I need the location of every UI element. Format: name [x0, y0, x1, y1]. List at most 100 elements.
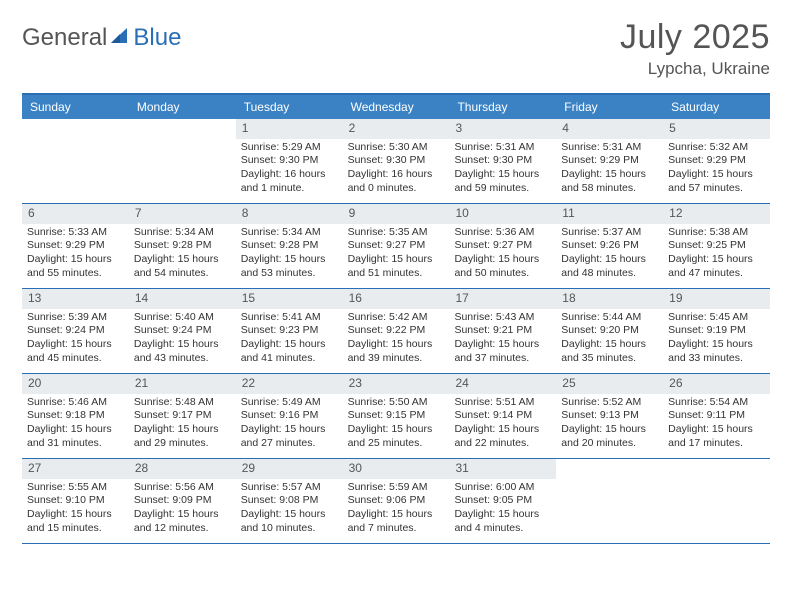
day-number: 23 [343, 374, 450, 394]
sunrise-line: Sunrise: 5:46 AM [27, 396, 124, 410]
day-body: Sunrise: 5:46 AMSunset: 9:18 PMDaylight:… [22, 394, 129, 455]
calendar-cell: 10Sunrise: 5:36 AMSunset: 9:27 PMDayligh… [449, 204, 556, 288]
calendar-cell: 16Sunrise: 5:42 AMSunset: 9:22 PMDayligh… [343, 289, 450, 373]
sunset-line: Sunset: 9:24 PM [134, 324, 231, 338]
calendar-cell: 15Sunrise: 5:41 AMSunset: 9:23 PMDayligh… [236, 289, 343, 373]
daylight-line: Daylight: 15 hours and 37 minutes. [454, 338, 551, 365]
month-title: July 2025 [620, 18, 770, 57]
calendar-cell: 25Sunrise: 5:52 AMSunset: 9:13 PMDayligh… [556, 374, 663, 458]
week-row: 13Sunrise: 5:39 AMSunset: 9:24 PMDayligh… [22, 289, 770, 374]
day-body: Sunrise: 5:45 AMSunset: 9:19 PMDaylight:… [663, 309, 770, 370]
sunset-line: Sunset: 9:28 PM [134, 239, 231, 253]
sunset-line: Sunset: 9:22 PM [348, 324, 445, 338]
week-row: ..1Sunrise: 5:29 AMSunset: 9:30 PMDaylig… [22, 119, 770, 204]
daylight-line: Daylight: 15 hours and 43 minutes. [134, 338, 231, 365]
calendar-cell: 14Sunrise: 5:40 AMSunset: 9:24 PMDayligh… [129, 289, 236, 373]
sunrise-line: Sunrise: 5:33 AM [27, 226, 124, 240]
calendar-cell: 24Sunrise: 5:51 AMSunset: 9:14 PMDayligh… [449, 374, 556, 458]
calendar: SundayMondayTuesdayWednesdayThursdayFrid… [22, 93, 770, 544]
daylight-line: Daylight: 15 hours and 17 minutes. [668, 423, 765, 450]
day-number: 8 [236, 204, 343, 224]
day-number: 7 [129, 204, 236, 224]
logo: General Blue [22, 18, 181, 52]
day-number: 19 [663, 289, 770, 309]
sunset-line: Sunset: 9:08 PM [241, 494, 338, 508]
day-body: Sunrise: 5:59 AMSunset: 9:06 PMDaylight:… [343, 479, 450, 540]
day-body: Sunrise: 5:31 AMSunset: 9:29 PMDaylight:… [556, 139, 663, 200]
day-body: Sunrise: 5:50 AMSunset: 9:15 PMDaylight:… [343, 394, 450, 455]
day-number: 13 [22, 289, 129, 309]
sunrise-line: Sunrise: 5:36 AM [454, 226, 551, 240]
calendar-cell: 4Sunrise: 5:31 AMSunset: 9:29 PMDaylight… [556, 119, 663, 203]
sunrise-line: Sunrise: 5:51 AM [454, 396, 551, 410]
calendar-cell: 31Sunrise: 6:00 AMSunset: 9:05 PMDayligh… [449, 459, 556, 543]
day-number: 15 [236, 289, 343, 309]
sunset-line: Sunset: 9:28 PM [241, 239, 338, 253]
weeks-container: ..1Sunrise: 5:29 AMSunset: 9:30 PMDaylig… [22, 119, 770, 544]
sunset-line: Sunset: 9:06 PM [348, 494, 445, 508]
title-block: July 2025 Lypcha, Ukraine [620, 18, 770, 79]
daylight-line: Daylight: 15 hours and 53 minutes. [241, 253, 338, 280]
day-number: 31 [449, 459, 556, 479]
day-number: 29 [236, 459, 343, 479]
day-number: 24 [449, 374, 556, 394]
day-body: Sunrise: 6:00 AMSunset: 9:05 PMDaylight:… [449, 479, 556, 540]
calendar-cell-empty: . [129, 119, 236, 203]
sunset-line: Sunset: 9:14 PM [454, 409, 551, 423]
day-header-thursday: Thursday [449, 95, 556, 119]
daylight-line: Daylight: 15 hours and 41 minutes. [241, 338, 338, 365]
sunset-line: Sunset: 9:15 PM [348, 409, 445, 423]
day-header-wednesday: Wednesday [343, 95, 450, 119]
daylight-line: Daylight: 15 hours and 58 minutes. [561, 168, 658, 195]
day-header-sunday: Sunday [22, 95, 129, 119]
calendar-cell: 5Sunrise: 5:32 AMSunset: 9:29 PMDaylight… [663, 119, 770, 203]
sunrise-line: Sunrise: 5:43 AM [454, 311, 551, 325]
page-header: General Blue July 2025 Lypcha, Ukraine [22, 18, 770, 79]
sunrise-line: Sunrise: 5:35 AM [348, 226, 445, 240]
sunset-line: Sunset: 9:27 PM [454, 239, 551, 253]
logo-sail-icon [109, 25, 131, 52]
sunrise-line: Sunrise: 5:39 AM [27, 311, 124, 325]
sunset-line: Sunset: 9:09 PM [134, 494, 231, 508]
daylight-line: Daylight: 15 hours and 48 minutes. [561, 253, 658, 280]
sunset-line: Sunset: 9:25 PM [668, 239, 765, 253]
sunrise-line: Sunrise: 5:54 AM [668, 396, 765, 410]
day-number: 5 [663, 119, 770, 139]
sunset-line: Sunset: 9:24 PM [27, 324, 124, 338]
day-number: 3 [449, 119, 556, 139]
sunrise-line: Sunrise: 5:34 AM [134, 226, 231, 240]
day-number: 16 [343, 289, 450, 309]
daylight-line: Daylight: 16 hours and 0 minutes. [348, 168, 445, 195]
daylight-line: Daylight: 15 hours and 35 minutes. [561, 338, 658, 365]
day-number: 10 [449, 204, 556, 224]
sunset-line: Sunset: 9:19 PM [668, 324, 765, 338]
sunset-line: Sunset: 9:30 PM [454, 154, 551, 168]
sunset-line: Sunset: 9:21 PM [454, 324, 551, 338]
day-body: Sunrise: 5:51 AMSunset: 9:14 PMDaylight:… [449, 394, 556, 455]
logo-text-blue: Blue [133, 24, 181, 52]
calendar-cell: 19Sunrise: 5:45 AMSunset: 9:19 PMDayligh… [663, 289, 770, 373]
day-header-row: SundayMondayTuesdayWednesdayThursdayFrid… [22, 95, 770, 119]
calendar-cell: 13 Sunrise: 5:39 AMSunset: 9:24 PMDayligh… [22, 289, 129, 373]
sunset-line: Sunset: 9:30 PM [241, 154, 338, 168]
sunset-line: Sunset: 9:20 PM [561, 324, 658, 338]
sunset-line: Sunset: 9:26 PM [561, 239, 658, 253]
day-body: Sunrise: 5:54 AMSunset: 9:11 PMDaylight:… [663, 394, 770, 455]
day-body: Sunrise: 5:56 AMSunset: 9:09 PMDaylight:… [129, 479, 236, 540]
sunrise-line: Sunrise: 5:59 AM [348, 481, 445, 495]
day-body: Sunrise: 5:48 AMSunset: 9:17 PMDaylight:… [129, 394, 236, 455]
week-row: 20Sunrise: 5:46 AMSunset: 9:18 PMDayligh… [22, 374, 770, 459]
day-number: 2 [343, 119, 450, 139]
sunrise-line: Sunrise: 5:34 AM [241, 226, 338, 240]
day-body: Sunrise: 5:29 AMSunset: 9:30 PMDaylight:… [236, 139, 343, 200]
sunrise-line: Sunrise: 5:56 AM [134, 481, 231, 495]
daylight-line: Daylight: 15 hours and 45 minutes. [27, 338, 124, 365]
day-body: Sunrise: 5:40 AMSunset: 9:24 PMDaylight:… [129, 309, 236, 370]
sunrise-line: Sunrise: 5:30 AM [348, 141, 445, 155]
calendar-cell: 6Sunrise: 5:33 AMSunset: 9:29 PMDaylight… [22, 204, 129, 288]
day-number: 6 [22, 204, 129, 224]
sunrise-line: Sunrise: 5:31 AM [454, 141, 551, 155]
daylight-line: Daylight: 15 hours and 59 minutes. [454, 168, 551, 195]
day-header-monday: Monday [129, 95, 236, 119]
day-number: 26 [663, 374, 770, 394]
